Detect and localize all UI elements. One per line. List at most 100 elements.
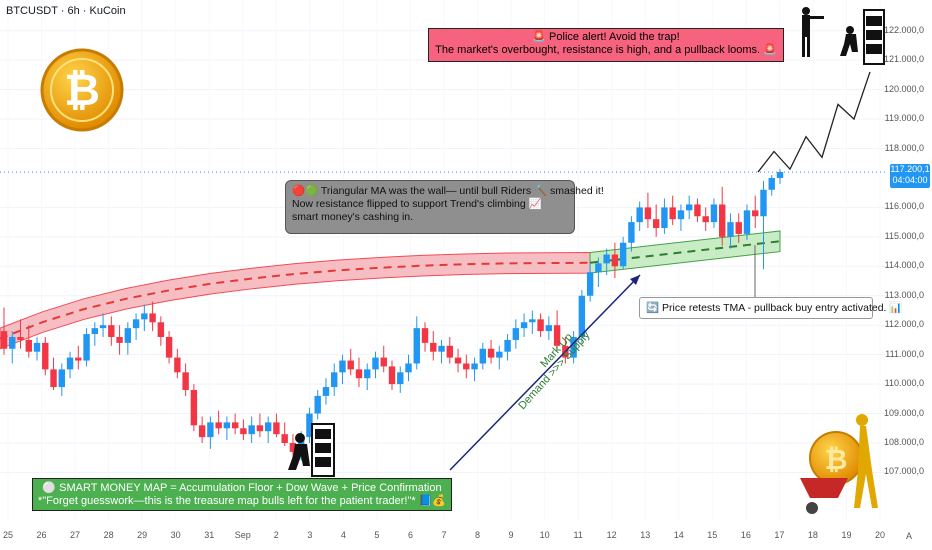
tma-bands bbox=[0, 171, 888, 350]
price-tick-label: 109.000,0 bbox=[883, 407, 924, 418]
time-tick-label: 15 bbox=[707, 530, 718, 540]
candle-body bbox=[182, 372, 189, 390]
candle-body bbox=[768, 177, 775, 190]
candle-body bbox=[108, 325, 115, 337]
tma-midline bbox=[0, 261, 591, 340]
time-tick-label: 14 bbox=[673, 530, 684, 540]
candle-body bbox=[355, 369, 363, 379]
retest-text: 🔄 Price retests TMA - pullback buy entry… bbox=[646, 302, 903, 314]
candle-body bbox=[496, 351, 503, 358]
candle-body bbox=[388, 366, 396, 385]
candle-body bbox=[83, 334, 90, 361]
candle-body bbox=[42, 342, 49, 370]
candle-body bbox=[124, 328, 132, 343]
candle-body bbox=[339, 360, 346, 373]
candle-body bbox=[58, 369, 65, 388]
candle-body bbox=[512, 328, 520, 340]
candle-body bbox=[619, 242, 627, 267]
candle-body bbox=[743, 210, 751, 234]
time-tick-label: 4 bbox=[340, 530, 346, 540]
candle-body bbox=[198, 425, 206, 438]
time-axis[interactable]: 25 26 27 28 29 30 31 Sep 2 3 4 5 6 7 8 9 10 11 12 13 14 15 16 1… bbox=[0, 524, 888, 550]
candle-body bbox=[719, 204, 726, 237]
time-tick-label: 18 bbox=[807, 530, 818, 540]
time-tick-label: 19 bbox=[841, 530, 852, 540]
candle-body bbox=[438, 345, 445, 352]
time-tick-label: 7 bbox=[441, 530, 447, 540]
candle-body bbox=[520, 322, 528, 329]
time-tick-label: 10 bbox=[539, 530, 550, 540]
price-tick-label: 121.000,0 bbox=[883, 54, 924, 65]
alert-line-1: 🚨 Police alert! Avoid the trap! bbox=[532, 31, 680, 43]
candle-body bbox=[586, 272, 594, 296]
candle-body bbox=[372, 357, 379, 370]
candle-body bbox=[553, 325, 561, 346]
police-alert-callout: 🚨 Police alert! Avoid the trap! The mark… bbox=[428, 28, 784, 62]
candle-body bbox=[413, 328, 420, 364]
gold-coin-wheelbarrow-icon: ₿ bbox=[800, 414, 878, 514]
price-tick-label: 110.000,0 bbox=[884, 378, 924, 389]
candle-body bbox=[735, 222, 742, 234]
candle-body bbox=[487, 348, 495, 358]
time-tick-label: 13 bbox=[640, 530, 651, 540]
smart-money-map-callout: ⚪ SMART MONEY MAP = Accumulation Floor +… bbox=[32, 478, 452, 511]
candle-body bbox=[578, 295, 586, 337]
candles bbox=[0, 169, 784, 461]
time-tick-label: 12 bbox=[606, 530, 617, 540]
candle-body bbox=[248, 425, 255, 435]
price-tick-label: 120.000,0 bbox=[883, 83, 924, 94]
candle-body bbox=[240, 428, 247, 435]
price-tick-label: 108.000,0 bbox=[883, 436, 924, 447]
candle-body bbox=[17, 336, 24, 340]
price-tick-label: 115.000,0 bbox=[884, 230, 924, 241]
candle-body bbox=[380, 357, 387, 367]
candle-body bbox=[628, 222, 635, 243]
time-tick-label: 25 bbox=[2, 530, 14, 540]
current-price-value: 117.200,1 bbox=[890, 164, 930, 174]
candle-body bbox=[223, 422, 231, 429]
tma-line-1: 🔴🟢 Triangular MA was the wall— until bul… bbox=[292, 185, 604, 197]
price-tick-label: 122.000,0 bbox=[883, 24, 924, 35]
time-tick-label: 16 bbox=[740, 530, 751, 540]
smart-line-1: ⚪ SMART MONEY MAP = Accumulation Floor +… bbox=[42, 482, 442, 494]
chart-title: BTCUSDT · 6h · KuCoin bbox=[6, 5, 126, 17]
candle-body bbox=[116, 336, 123, 343]
candle-body bbox=[479, 348, 487, 364]
candle-body bbox=[132, 319, 140, 329]
candle-body bbox=[165, 336, 173, 358]
time-tick-label: 6 bbox=[407, 530, 413, 540]
candle-body bbox=[149, 313, 156, 323]
price-tick-label: 107.000,0 bbox=[883, 466, 924, 477]
candle-body bbox=[727, 222, 734, 237]
candle-body bbox=[364, 369, 371, 379]
candle-body bbox=[50, 369, 57, 388]
candle-body bbox=[463, 363, 470, 370]
candle-body bbox=[644, 207, 652, 220]
candle-body bbox=[91, 328, 99, 335]
candle-body bbox=[190, 389, 198, 426]
candle-body bbox=[685, 204, 693, 211]
svg-text:₿: ₿ bbox=[64, 65, 100, 116]
price-tick-label: 116.000,0 bbox=[884, 201, 924, 212]
price-tick-label: 112.000,0 bbox=[884, 319, 924, 330]
price-tick-label: 114.000,0 bbox=[884, 260, 924, 271]
candle-body bbox=[397, 372, 404, 385]
candle-body bbox=[421, 328, 429, 343]
candle-body bbox=[636, 207, 643, 223]
candle-body bbox=[256, 425, 264, 432]
time-tick-label: 17 bbox=[774, 530, 785, 540]
candle-body bbox=[273, 422, 280, 435]
time-tick-label: 5 bbox=[374, 530, 380, 540]
candle-body bbox=[215, 422, 222, 429]
price-axis[interactable]: 122.000,0 121.000,0 120.000,0 119.000,0 118.… bbox=[884, 0, 932, 520]
candle-body bbox=[669, 207, 676, 220]
auto-scale-button[interactable]: A bbox=[906, 531, 913, 541]
candle-body bbox=[677, 210, 685, 220]
candle-body bbox=[454, 357, 462, 364]
candle-body bbox=[694, 204, 701, 217]
time-tick-label: 3 bbox=[307, 530, 313, 540]
price-tick-label: 118.000,0 bbox=[884, 142, 924, 153]
time-tick-label: 20 bbox=[874, 530, 886, 540]
svg-text:₿: ₿ bbox=[825, 443, 848, 476]
